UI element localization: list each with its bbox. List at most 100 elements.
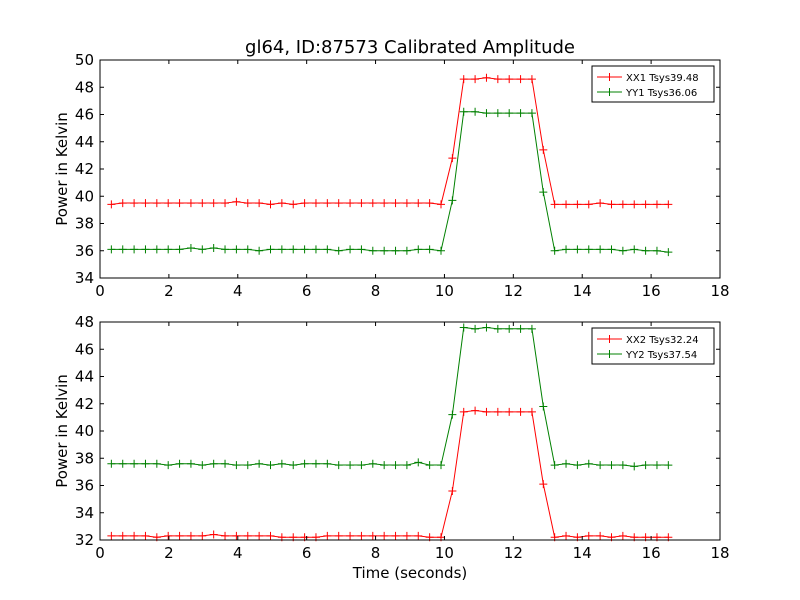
data-point — [198, 245, 207, 254]
data-point — [300, 199, 309, 208]
data-point — [368, 459, 377, 468]
data-point — [232, 531, 241, 540]
data-point — [516, 109, 525, 118]
data-point — [596, 199, 605, 208]
data-point — [130, 459, 139, 468]
data-point — [209, 459, 218, 468]
data-point — [584, 200, 593, 209]
data-point — [357, 531, 366, 540]
data-point — [152, 199, 161, 208]
data-point — [107, 459, 116, 468]
data-point — [141, 199, 150, 208]
data-point — [380, 199, 389, 208]
data-point — [164, 461, 173, 470]
data-point — [493, 75, 502, 84]
data-point — [118, 459, 127, 468]
y-tick-label: 38 — [75, 449, 94, 467]
data-point — [448, 410, 457, 419]
data-point — [652, 246, 661, 255]
data-point — [107, 531, 116, 540]
data-point — [527, 75, 536, 84]
y-tick-label: 40 — [75, 422, 94, 440]
data-point — [414, 531, 423, 540]
data-point — [357, 245, 366, 254]
data-point — [118, 199, 127, 208]
data-point — [357, 199, 366, 208]
data-point — [482, 407, 491, 416]
data-point — [130, 245, 139, 254]
y-tick-label: 48 — [75, 78, 94, 96]
data-point — [505, 75, 514, 84]
data-point — [607, 461, 616, 470]
x-tick-label: 4 — [233, 544, 243, 562]
y-tick-label: 34 — [75, 269, 94, 287]
data-point — [630, 462, 639, 471]
data-point — [186, 459, 195, 468]
data-point — [550, 200, 559, 209]
data-point — [243, 245, 252, 254]
legend-marker — [605, 88, 614, 96]
data-point — [152, 459, 161, 468]
data-point — [232, 461, 241, 470]
data-point — [209, 244, 218, 253]
data-point — [175, 199, 184, 208]
data-point — [414, 458, 423, 467]
x-tick-label: 6 — [302, 544, 312, 562]
x-tick-label: 0 — [95, 282, 105, 300]
data-point — [141, 245, 150, 254]
data-point — [437, 461, 445, 470]
data-point — [607, 200, 616, 209]
data-point — [516, 75, 525, 84]
legend-label: XX2 Tsys32.24 — [626, 335, 699, 346]
data-point — [482, 323, 491, 332]
data-point — [198, 531, 207, 540]
data-point — [346, 199, 355, 208]
data-point — [164, 245, 173, 254]
data-point — [539, 188, 548, 197]
x-tick-label: 12 — [504, 282, 523, 300]
x-tick-label: 6 — [302, 282, 312, 300]
data-point — [539, 145, 548, 154]
data-point — [289, 245, 298, 254]
data-point — [527, 407, 536, 416]
data-point — [516, 324, 525, 333]
data-point — [311, 245, 320, 254]
data-point — [641, 461, 650, 470]
data-point — [482, 109, 491, 118]
data-point — [493, 407, 502, 416]
data-point — [482, 73, 491, 82]
data-point — [437, 246, 445, 255]
data-point — [425, 245, 434, 254]
data-point — [334, 199, 343, 208]
x-tick-label: 14 — [573, 544, 592, 562]
data-point — [130, 199, 139, 208]
data-point — [402, 531, 411, 540]
data-point — [141, 459, 150, 468]
data-point — [550, 461, 559, 470]
data-point — [186, 531, 195, 540]
legend-label: YY1 Tsys36.06 — [625, 88, 697, 99]
data-point — [391, 246, 400, 255]
data-point — [630, 245, 639, 254]
data-point — [232, 245, 241, 254]
data-point — [550, 246, 559, 255]
data-point — [664, 200, 673, 209]
data-point — [618, 246, 627, 255]
data-point — [323, 199, 332, 208]
data-point — [368, 531, 377, 540]
data-point — [221, 199, 230, 208]
data-point — [334, 246, 343, 255]
data-point — [346, 461, 355, 470]
x-axis-label: Time (seconds) — [352, 564, 468, 582]
x-tick-label: 18 — [710, 544, 729, 562]
data-point — [448, 486, 457, 495]
legend-label: XX1 Tsys39.48 — [626, 73, 699, 84]
y-tick-label: 46 — [75, 106, 94, 124]
data-point — [198, 199, 207, 208]
data-point — [221, 531, 230, 540]
y-tick-label: 50 — [75, 51, 94, 69]
data-point — [357, 461, 366, 470]
data-point — [277, 245, 286, 254]
